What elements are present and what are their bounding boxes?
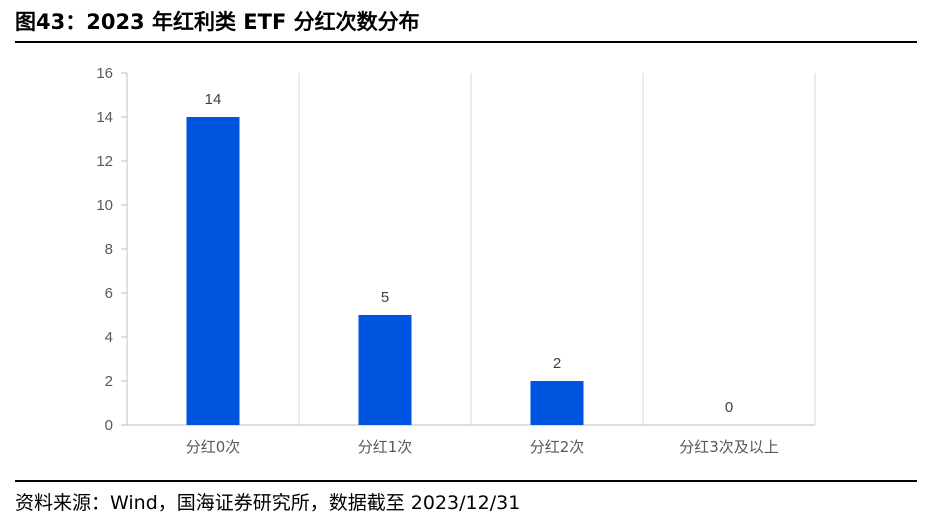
title-divider (15, 41, 917, 43)
bar (530, 381, 584, 425)
y-tick-label: 6 (105, 285, 113, 302)
data-label: 5 (381, 289, 389, 306)
data-label: 0 (725, 399, 733, 416)
grid-layer (298, 73, 816, 425)
category-label: 分红3次及以上 (679, 438, 779, 456)
data-label: 2 (553, 355, 561, 372)
category-label: 分红0次 (186, 438, 241, 456)
category-label: 分红2次 (530, 438, 585, 456)
label-layer: 14 分红0次 5 分红1次 2 分红2次 0 分红3次及以上 (186, 91, 779, 456)
y-tick-label: 12 (96, 153, 113, 170)
axis-layer: 0 2 4 6 8 10 12 14 16 (96, 65, 815, 434)
data-label: 14 (205, 91, 222, 108)
source-note: 资料来源：Wind，国海证券研究所，数据截至 2023/12/31 (15, 492, 521, 514)
bar-chart: 0 2 4 6 8 10 12 14 16 14 分红0次 5 分红1次 2 分红2次 0 分红3次及以上 (96, 65, 816, 456)
chart-title: 图43：2023 年红利类 ETF 分红次数分布 (15, 10, 420, 34)
source-divider (15, 480, 917, 482)
y-tick-label: 4 (105, 329, 113, 346)
y-tick-label: 14 (96, 109, 113, 126)
y-tick-label: 16 (96, 65, 113, 82)
y-tick-label: 2 (105, 373, 113, 390)
y-tick-label: 8 (105, 241, 113, 258)
y-tick-label: 0 (105, 417, 113, 434)
bar-layer (186, 117, 584, 425)
category-label: 分红1次 (358, 438, 413, 456)
bar (186, 117, 240, 425)
bar (358, 315, 412, 425)
y-tick-label: 10 (96, 197, 113, 214)
